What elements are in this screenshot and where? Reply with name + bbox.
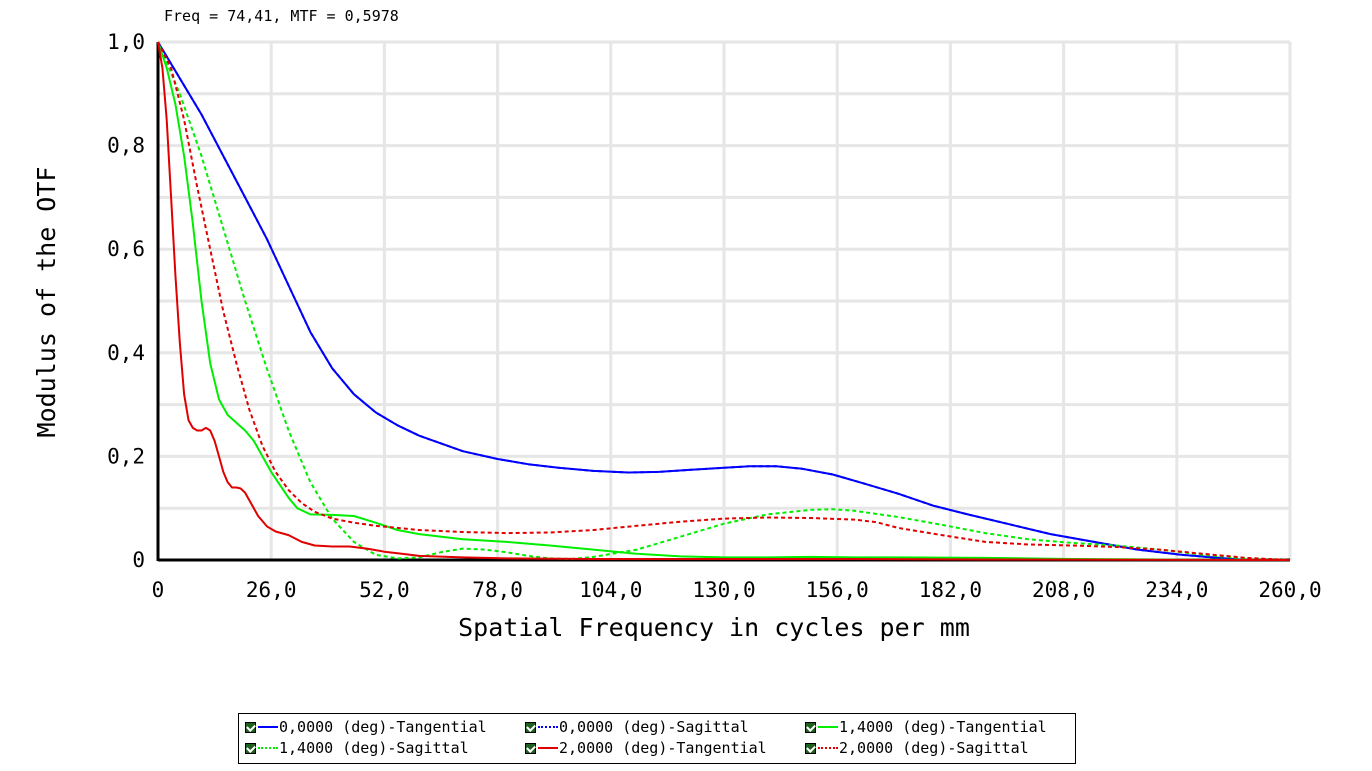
legend-label: 0,0000 (deg)-Tangential: [279, 718, 487, 736]
legend-label: 1,4000 (deg)-Tangential: [839, 718, 1047, 736]
y-tick-label: 0,2: [107, 444, 145, 468]
legend-label: 1,4000 (deg)-Sagittal: [279, 739, 469, 757]
x-tick-label: 78,0: [472, 578, 523, 602]
y-tick-labels: 0 0,2 0,4 0,6 0,8 1,0: [107, 30, 145, 572]
legend-checkbox[interactable]: [245, 721, 256, 733]
x-tick-label: 208,0: [1032, 578, 1095, 602]
y-tick-label: 1,0: [107, 30, 145, 54]
legend-item[interactable]: 0,0000 (deg)-Tangential: [245, 718, 487, 736]
series-lines: [157, 41, 1291, 561]
grid: [156, 40, 1292, 562]
legend-swatch: [538, 747, 558, 749]
x-tick-label: 234,0: [1145, 578, 1208, 602]
x-tick-label: 130,0: [692, 578, 755, 602]
series-line-5: [157, 41, 1291, 561]
legend-item[interactable]: 0,0000 (deg)-Sagittal: [525, 718, 749, 736]
x-tick-label: 0: [152, 578, 165, 602]
x-tick-label: 156,0: [806, 578, 869, 602]
legend-swatch: [818, 747, 838, 749]
legend-item[interactable]: 2,0000 (deg)-Sagittal: [805, 739, 1029, 757]
legend-item[interactable]: 1,4000 (deg)-Sagittal: [245, 739, 469, 757]
legend: 0,0000 (deg)-Tangential 0,0000 (deg)-Sagi…: [238, 713, 1076, 764]
y-tick-label: 0: [132, 548, 145, 572]
legend-checkbox[interactable]: [525, 742, 536, 754]
legend-swatch: [258, 726, 278, 728]
x-tick-label: 104,0: [579, 578, 642, 602]
legend-checkbox[interactable]: [805, 742, 816, 754]
x-axis-label: Spatial Frequency in cycles per mm: [458, 613, 970, 642]
x-tick-label: 260,0: [1258, 578, 1321, 602]
x-tick-label: 182,0: [919, 578, 982, 602]
legend-item[interactable]: 2,0000 (deg)-Tangential: [525, 739, 767, 757]
y-axis-label: Modulus of the OTF: [32, 167, 61, 438]
legend-swatch: [818, 726, 838, 728]
series-line-3: [157, 41, 1291, 561]
legend-label: 2,0000 (deg)-Tangential: [559, 739, 767, 757]
legend-checkbox[interactable]: [805, 721, 816, 733]
cursor-readout: Freq = 74,41, MTF = 0,5978: [164, 7, 399, 25]
legend-item[interactable]: 1,4000 (deg)-Tangential: [805, 718, 1047, 736]
y-tick-label: 0,6: [107, 237, 145, 261]
legend-checkbox[interactable]: [525, 721, 536, 733]
x-tick-label: 52,0: [359, 578, 410, 602]
legend-label: 0,0000 (deg)-Sagittal: [559, 718, 749, 736]
x-tick-labels: 0 26,0 52,0 78,0 104,0 130,0 156,0 182,0 208,0 23…: [152, 578, 1322, 602]
x-tick-label: 26,0: [246, 578, 297, 602]
legend-swatch: [538, 726, 558, 728]
legend-swatch: [258, 747, 278, 749]
legend-label: 2,0000 (deg)-Sagittal: [839, 739, 1029, 757]
legend-checkbox[interactable]: [245, 742, 256, 754]
y-tick-label: 0,8: [107, 134, 145, 158]
series-line-2: [157, 41, 1290, 561]
y-tick-label: 0,4: [107, 341, 145, 365]
